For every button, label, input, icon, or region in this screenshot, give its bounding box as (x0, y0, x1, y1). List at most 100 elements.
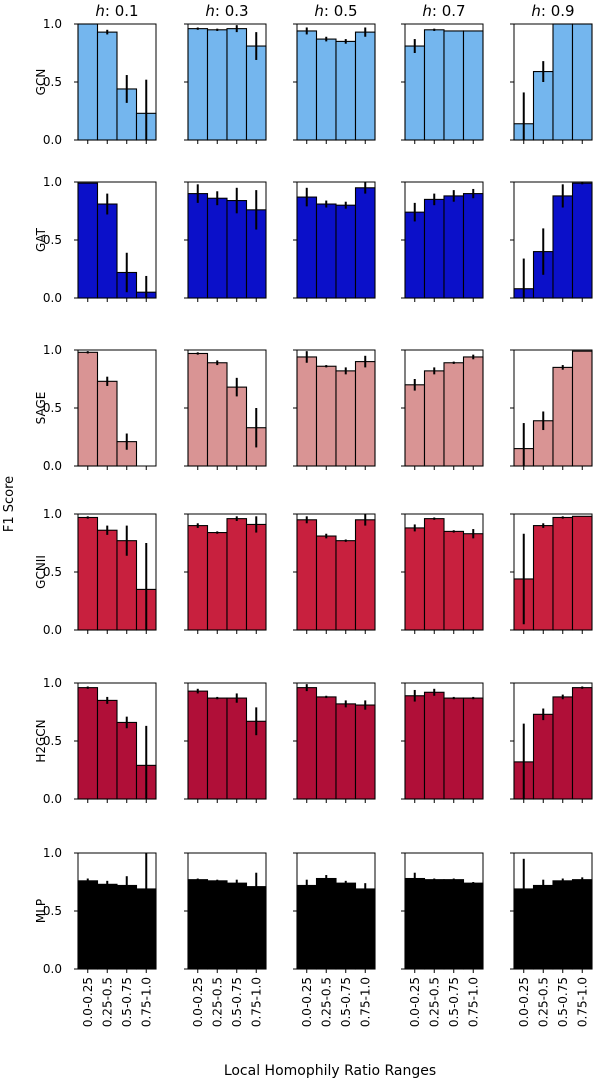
subplot-panel (293, 513, 376, 634)
bar (77, 351, 99, 467)
column-title-symbol: h (531, 2, 541, 20)
bar (532, 525, 554, 631)
bar (315, 38, 337, 141)
subplot-frame (513, 682, 593, 800)
bar (96, 203, 118, 299)
bar (462, 533, 484, 631)
bar (296, 519, 318, 631)
y-tick-label: 1.0 (43, 175, 62, 189)
column-title-value: : 0.7 (432, 2, 466, 20)
subplot-panel (401, 682, 484, 803)
y-tick-label: 0.5 (43, 734, 62, 748)
subplot-panel (74, 349, 157, 470)
y-tick-label: 0.0 (43, 459, 62, 473)
subplot-frame (404, 682, 484, 800)
bar (206, 697, 228, 800)
bar (315, 203, 337, 299)
column-title: h: 0.9 (531, 2, 574, 20)
bar (571, 687, 593, 800)
subplot-frame (187, 852, 267, 970)
y-tick-label: 0.5 (43, 565, 62, 579)
subplot-frame (404, 349, 484, 467)
subplot-panel (74, 513, 157, 634)
bar (226, 518, 248, 631)
subplot-panel (510, 852, 593, 973)
column-title-symbol: h (314, 2, 324, 20)
bar (404, 211, 426, 299)
x-tick-label: 0.0-0.25 (408, 977, 422, 1027)
subplot-panel (184, 682, 267, 803)
x-tick-label: 0.25-0.5 (319, 977, 333, 1027)
bar (552, 195, 574, 299)
row-label: GCN (34, 69, 48, 96)
bar (571, 515, 593, 631)
bar (571, 879, 593, 970)
bar (462, 193, 484, 299)
x-tick-label: 0.5-0.75 (447, 977, 461, 1027)
column-title-value: : 0.5 (324, 2, 358, 20)
bar (354, 187, 376, 299)
subplot-frame (187, 349, 267, 467)
subplot-panel (293, 682, 376, 803)
bar (96, 529, 118, 631)
x-tick-label: 0.75-1.0 (139, 977, 153, 1027)
bar (96, 31, 118, 141)
row-label: H2GCN (34, 719, 48, 762)
y-tick-label: 0.5 (43, 401, 62, 415)
subplot-frame (77, 181, 157, 299)
column-title-symbol: h (95, 2, 105, 20)
bar (354, 361, 376, 467)
bar (315, 696, 337, 800)
y-tick-label: 0.0 (43, 623, 62, 637)
subplot-panel (401, 852, 484, 973)
x-tick-label: 0.75-1.0 (466, 977, 480, 1027)
column-title: h: 0.1 (95, 2, 138, 20)
bar (226, 882, 248, 970)
bar (245, 523, 267, 631)
subplot-frame (404, 852, 484, 970)
x-tick-label: 0.5-0.75 (120, 977, 134, 1027)
subplot-panel (74, 23, 157, 144)
bar (335, 370, 357, 467)
bar (206, 362, 228, 467)
bar (532, 713, 554, 800)
subplot-panel (510, 349, 593, 470)
bar (245, 45, 267, 141)
bar (226, 697, 248, 800)
bar (552, 516, 574, 631)
subplot-frame (296, 349, 376, 467)
bar (206, 197, 228, 299)
column-title-symbol: h (422, 2, 432, 20)
bar (443, 530, 465, 631)
bar (315, 535, 337, 631)
bar (226, 386, 248, 467)
bar (77, 880, 99, 970)
subplot-frame (296, 852, 376, 970)
subplot-frame (513, 23, 593, 141)
subplot-frame (296, 513, 376, 631)
bar (226, 200, 248, 299)
y-axis-title: F1 Score (2, 476, 17, 532)
subplot-frame (404, 23, 484, 141)
subplot-panel (184, 513, 267, 634)
bar (206, 532, 228, 631)
subplot-frame (513, 349, 593, 467)
bar (206, 880, 228, 970)
bar (335, 204, 357, 299)
bar (187, 879, 209, 970)
subplot-panel (293, 349, 376, 470)
subplot-frame (404, 181, 484, 299)
bar (116, 884, 138, 970)
bar (187, 690, 209, 800)
x-tick-label: 0.75-1.0 (358, 977, 372, 1027)
bar (423, 879, 445, 970)
y-tick-label: 1.0 (43, 846, 62, 860)
subplot-frame (77, 852, 157, 970)
subplot-panel (510, 513, 593, 634)
bar (404, 384, 426, 467)
x-tick-label: 0.25-0.5 (427, 977, 441, 1027)
y-tick-label: 1.0 (43, 343, 62, 357)
subplot-panel (510, 181, 593, 302)
column-title: h: 0.3 (205, 2, 248, 20)
